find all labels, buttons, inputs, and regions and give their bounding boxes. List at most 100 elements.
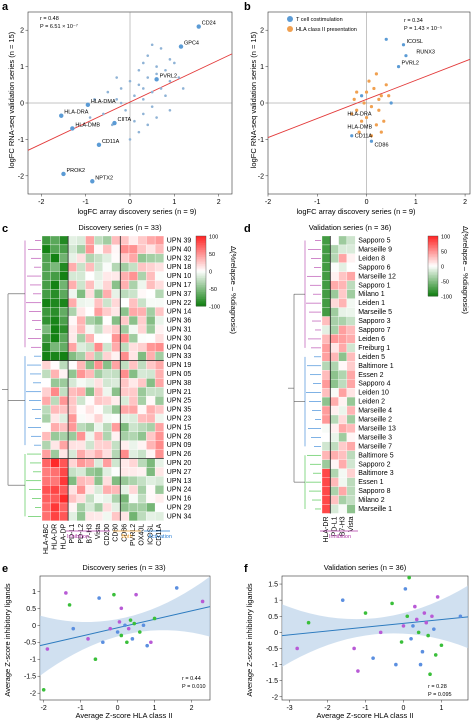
heatmap-cell [67,467,77,477]
heatmap-cell [346,334,356,344]
stat-r-e: r = 0.44 [182,676,201,682]
heatmap-cell [102,244,112,254]
heatmap-cell [330,253,339,263]
heatmap-cell [137,289,147,299]
heatmap-cell [85,262,95,272]
highlight-point [70,126,75,131]
heatmap-cell [146,369,156,379]
row-label: Marseille 9 [358,246,392,253]
heatmap-cell [146,280,156,290]
heatmap-cell [111,351,121,361]
heatmap-cell [321,450,331,460]
heatmap-cell [102,502,112,513]
heatmap-cell [59,449,69,459]
y-tick-label: -2 [30,691,36,698]
data-point [181,87,185,90]
heatmap-cell [111,493,121,504]
heatmap-cell [50,235,60,246]
heatmap-cell [128,511,138,521]
heatmap-cell [146,440,156,450]
heatmap-cell [120,404,130,415]
hla-point [379,130,383,134]
colorbar-segment [428,264,438,267]
heatmap-cell [338,450,348,460]
colorbar-tick-label: 100 [209,235,218,241]
row-label: Sapporo 4 [358,381,390,388]
heatmap-cell [85,280,95,290]
heatmap-cell [76,378,86,388]
heatmap-cell [102,378,112,388]
legend-label-hla: HLA class II presentation [296,27,357,33]
heatmap-cell [102,324,112,335]
heatmap-cell [137,271,147,281]
heatmap-cell [67,485,77,495]
data-point [424,620,429,625]
row-label: UPN 39 [167,238,192,245]
heatmap-cell [59,333,69,343]
heatmap-cell [102,253,112,263]
colorbar-segment [428,267,438,270]
heatmap-cell [102,289,112,299]
heatmap-cell [128,333,138,343]
heatmap-cell [41,360,51,370]
colorbar-segment [196,236,206,239]
row-label: UPN 33 [167,353,192,360]
data-point [401,624,406,628]
data-point [142,112,145,116]
heatmap-cell [85,449,95,459]
data-point [200,599,205,604]
colorbar-segment [196,293,206,296]
y-tick-label: 0 [20,101,24,108]
colorbar-segment [196,267,206,270]
gene-annotation: CD86 [374,143,388,149]
heatmap-cell [137,458,147,468]
heatmap-cell [146,342,156,352]
heatmap-cell [59,404,69,415]
scatter-panel-f: -3 -2 -1 0 1 1.5 1 0.5 0 -0.5 -1 -1.5 -2 [266,575,469,712]
data-point [145,643,149,648]
heatmap-cell [111,387,121,397]
colorbar-segment [196,302,206,305]
x-tick-label: 1 [414,199,418,206]
colorbar-segment [196,300,206,303]
heatmap-cell [94,413,104,424]
data-point [119,633,124,638]
heatmap-cell [76,413,86,424]
heatmap-cell [50,440,60,450]
heatmap-cell [346,280,356,290]
heatmap-cell [154,396,164,406]
row-label: UPN 32 [167,255,192,262]
column-label: PD-L2 [78,524,85,544]
heatmap-cell [102,476,112,486]
data-point [41,688,46,692]
heatmap-cell [67,431,77,441]
heatmap-cell [346,235,356,246]
colorbar-segment [428,242,438,244]
colorbar-segment [428,294,438,297]
data-point [433,653,438,657]
heatmap-cell [346,423,356,434]
data-point [177,76,181,79]
heatmap-cell [146,387,156,397]
colorbar-segment [196,288,206,291]
gene-annotation: HLA-DMA [91,99,116,105]
heatmap-cell [50,413,60,424]
row-label: Leiden 2 [358,399,385,406]
colorbar-segment [196,237,206,240]
heatmap-cell [67,440,77,450]
stat-r-a: r = 0.48 [40,16,59,22]
heatmap-cell [111,253,121,263]
heatmap-cell [85,431,95,441]
heatmap-cell [76,387,86,397]
colorbar-segment [428,266,438,268]
heatmap-cell [59,396,69,406]
heatmap-cell [67,271,77,281]
row-label: Marseille 2 [358,417,392,424]
heatmap-cell [50,360,60,370]
colorbar-segment [196,272,206,275]
heatmap-cell [128,502,138,513]
gene-annotation: PROK2 [66,168,85,174]
colorbar-segment [196,281,206,284]
heatmap-cell [67,280,77,290]
x-tick-label: -1 [78,705,84,712]
